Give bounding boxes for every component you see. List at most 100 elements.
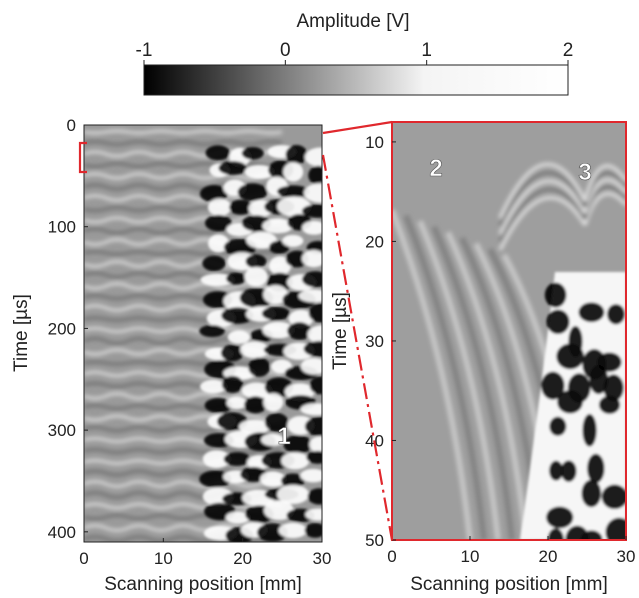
reflection-blob — [541, 371, 565, 400]
reflection-blob — [240, 341, 269, 359]
wave-band — [84, 479, 283, 489]
reflection-blob — [218, 161, 248, 175]
reflection-blob — [207, 198, 232, 217]
reflection-blob — [307, 325, 322, 344]
wave-band — [84, 161, 283, 169]
zoom-indicator — [78, 120, 394, 541]
left-y-tick-label: 100 — [48, 218, 76, 237]
reflection-blob — [261, 306, 291, 321]
arc-fringe — [498, 195, 587, 251]
reflection-blob — [204, 214, 232, 232]
reflection-blob — [549, 460, 564, 481]
reflection-blob — [306, 450, 322, 464]
reflection-blob — [260, 471, 286, 487]
diagonal-fringe — [431, 225, 515, 540]
wave-band — [84, 139, 283, 147]
right-plot-frame — [391, 121, 627, 541]
reflection-blob — [601, 484, 626, 510]
reflection-blob — [580, 530, 603, 540]
reflection-blob — [278, 522, 308, 539]
reflection-blob — [287, 322, 312, 340]
reflection-blob — [605, 517, 626, 540]
reflection-blob — [263, 500, 294, 521]
right-x-tick-label: 0 — [387, 547, 396, 566]
reflection-blob — [263, 285, 288, 305]
reflection-blob — [244, 164, 275, 179]
reflection-blob — [248, 357, 271, 378]
reflection-blob — [304, 416, 322, 437]
right-x-axis-label: Scanning position [mm] — [410, 574, 608, 595]
wave-band — [84, 502, 283, 510]
reflection-blob — [307, 488, 322, 505]
reflection-blob — [300, 403, 322, 416]
reflection-blob — [208, 234, 230, 253]
reflection-blob — [221, 307, 254, 324]
reflection-blob — [547, 528, 565, 540]
right-x-tick-label: 30 — [617, 547, 636, 566]
arc-fringe — [498, 179, 587, 235]
reflection-blob — [202, 450, 231, 469]
reflection-blob — [227, 330, 251, 345]
reflection-blob — [587, 453, 605, 484]
reflection-blob — [245, 254, 267, 269]
reflection-blob — [300, 468, 322, 483]
left-x-tick-label: 10 — [154, 549, 173, 568]
right-x-tick-label: 10 — [461, 547, 480, 566]
reflection-blob — [223, 452, 251, 467]
reflection-blob — [244, 267, 268, 287]
reflection-blob — [309, 376, 322, 395]
colorbar-tick-label: -1 — [136, 40, 153, 61]
reflection-blob — [589, 365, 609, 395]
reflection-blob — [578, 302, 605, 323]
reflection-blob — [261, 433, 284, 446]
right-y-tick-label: 10 — [365, 133, 384, 152]
reflection-blob — [285, 145, 308, 165]
reflection-blob — [281, 452, 310, 470]
reflection-blob — [241, 382, 272, 399]
right-y-axis-label: Time [µs] — [330, 292, 351, 370]
reflection-blob — [199, 185, 228, 203]
diagonal-fringe — [392, 208, 473, 540]
right-y-tick-label: 30 — [365, 332, 384, 351]
reflection-blob — [581, 479, 602, 508]
left-y-tick-label: 300 — [48, 421, 76, 440]
colorbar-title: Amplitude [V] — [297, 11, 410, 32]
reflection-blob — [226, 396, 248, 410]
colorbar-tick-label: 0 — [280, 40, 291, 61]
reflection-blob — [220, 344, 245, 362]
left-y-axis-label: Time [µs] — [11, 294, 32, 372]
reflection-blob — [598, 395, 621, 414]
reflection-blob — [560, 460, 577, 482]
arc-fringe — [583, 185, 626, 220]
reflection-blob — [301, 204, 322, 218]
reflection-blob — [269, 256, 292, 276]
reflection-blob — [205, 145, 231, 161]
reflection-blob — [304, 147, 322, 167]
reflection-blob — [200, 273, 235, 287]
reflection-blob — [582, 414, 597, 447]
reflection-blob — [281, 473, 305, 488]
reflection-blob — [283, 162, 304, 182]
annotation-3: 3 — [578, 159, 591, 186]
reflection-blob — [199, 324, 225, 338]
reflection-blob — [301, 250, 322, 268]
reflection-blob — [301, 220, 322, 235]
right-heatmap-image — [392, 122, 626, 540]
reflection-blob — [546, 309, 570, 335]
reflection-blob — [226, 272, 247, 285]
reflection-blob — [225, 511, 250, 524]
wave-band — [84, 172, 283, 180]
reflection-blob — [305, 508, 322, 521]
reflection-blob — [302, 271, 322, 288]
reflection-blob — [603, 374, 624, 402]
reflection-blob — [202, 255, 226, 272]
arc-fringe — [498, 170, 587, 227]
reflection-blob — [283, 435, 313, 454]
diagonal-fringe — [417, 220, 501, 540]
diagonal-fringe — [445, 231, 529, 540]
colorbar-tick-label: 1 — [421, 40, 432, 61]
reflection-blob — [277, 484, 310, 505]
arc-fringe — [498, 162, 587, 219]
reflection-blob — [229, 199, 253, 215]
